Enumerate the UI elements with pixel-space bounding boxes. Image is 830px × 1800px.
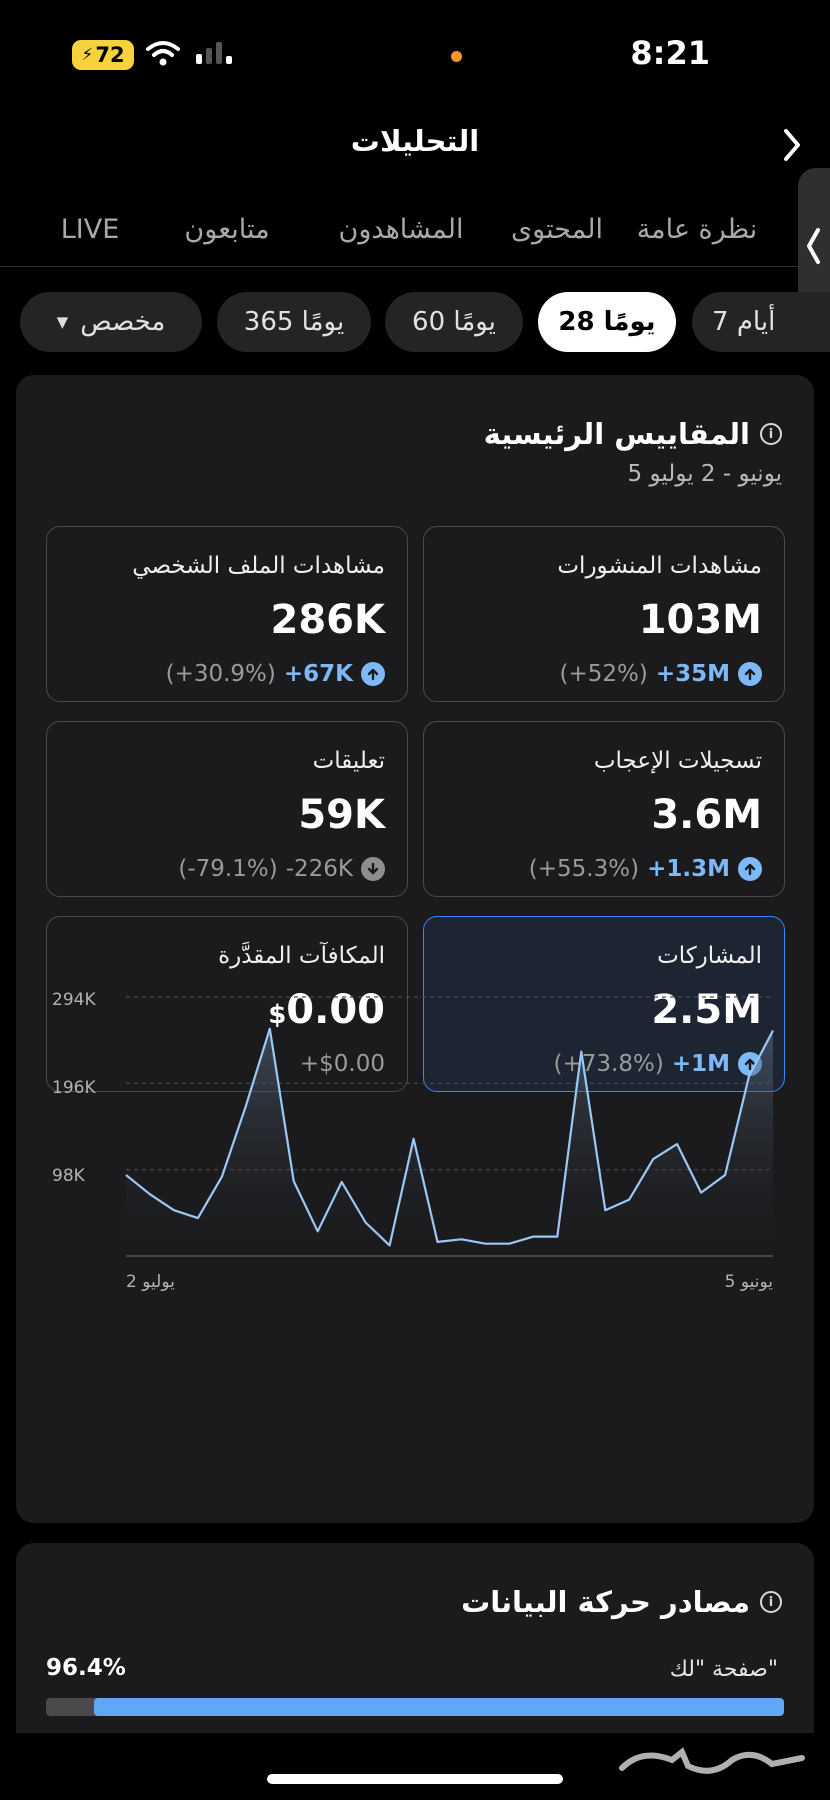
delta-amount: +67K <box>283 661 353 687</box>
metric-value: 103M <box>638 597 762 643</box>
metric-value: 3.6M <box>651 792 762 838</box>
cellular-signal-icon <box>196 42 232 64</box>
chart-area-fill <box>126 1028 773 1256</box>
tab-content[interactable]: المحتوى <box>511 214 603 245</box>
range-chip-7-days[interactable]: 7 أيام <box>692 292 830 352</box>
arrow-down-icon <box>361 857 385 881</box>
traffic-source-label: صفحة "لك" <box>669 1657 778 1682</box>
x-tick-label-end: 5 يونيو <box>725 1272 774 1292</box>
arrow-up-icon <box>738 662 762 686</box>
chevron-left-icon <box>807 228 820 264</box>
traffic-sources-title: مصادر حركة البيانات <box>461 1585 750 1619</box>
range-chip-365-days[interactable]: 365 يومًا <box>217 292 371 352</box>
info-icon[interactable]: i <box>760 1591 782 1613</box>
home-indicator[interactable] <box>267 1774 563 1784</box>
delta-amount: +1.3M <box>647 856 730 882</box>
metric-value: $0.00 <box>67 987 385 1037</box>
metric-delta: (+55.3%) +1.3M <box>444 856 762 882</box>
range-chip-60-days[interactable]: 60 يومًا <box>385 292 523 352</box>
delta-amount: +35M <box>655 661 730 687</box>
metric-card-shares[interactable]: المشاركات 2.5M (+73.8%) +1M <box>423 916 785 1092</box>
status-bar: ⚡ 72 8:21 <box>0 0 830 110</box>
x-tick-label-start: 2 يوليو <box>126 1272 175 1292</box>
metric-card-comments[interactable]: تعليقات 59K (-79.1%) -226K <box>46 721 408 897</box>
haraj-logo <box>619 1747 805 1774</box>
traffic-sources-panel: مصادر حركة البيانات i صفحة "لك" 96.4% <box>16 1543 814 1773</box>
tabs-divider <box>0 266 830 267</box>
traffic-source-bar <box>46 1698 784 1716</box>
metric-value: 2.5M <box>651 987 762 1033</box>
metric-value: 59K <box>298 792 385 838</box>
arrow-up-icon <box>738 857 762 881</box>
metric-value-number: 0.00 <box>286 987 385 1033</box>
tab-followers[interactable]: متابعون <box>184 214 270 245</box>
key-metrics-panel: المقاييس الرئيسية i 5 يونيو - 2 يوليو مش… <box>16 375 814 1523</box>
metric-label: تعليقات <box>312 748 385 774</box>
range-chip-custom-label: مخصص <box>80 307 166 337</box>
arrow-up-icon <box>361 662 385 686</box>
delta-percent: (+55.3%) <box>528 856 640 882</box>
chart-series-line <box>125 1027 774 1247</box>
battery-level: 72 <box>95 43 125 67</box>
metric-delta: (-79.1%) -226K <box>67 856 385 882</box>
tab-bar: نظرة عامة المحتوى المشاهدون متابعون LIVE <box>0 205 790 267</box>
delta-percent: (+52%) <box>559 661 648 687</box>
metric-card-post-views[interactable]: مشاهدات المنشورات 103M (+52%) +35M <box>423 526 785 702</box>
tab-viewers[interactable]: المشاهدون <box>338 214 464 245</box>
dropdown-caret-icon: ▼ <box>56 313 69 331</box>
charging-bolt-icon: ⚡ <box>81 45 94 65</box>
date-range-label: 5 يونيو - 2 يوليو <box>627 461 782 487</box>
traffic-sources-title-row: مصادر حركة البيانات i <box>461 1585 782 1619</box>
wifi-icon <box>146 41 180 66</box>
range-chip-custom[interactable]: ▼ مخصص <box>20 292 202 352</box>
metric-label: المكافآت المقدَّرة <box>218 943 385 969</box>
metric-label: مشاهدات الملف الشخصي <box>132 553 385 579</box>
y-tick-label: 196K <box>52 1078 96 1098</box>
page-title: التحليلات <box>350 124 480 158</box>
traffic-source-bar-fill <box>93 1698 784 1716</box>
metric-label: تسجيلات الإعجاب <box>593 748 762 774</box>
shares-area-chart[interactable]: 294K 196K 98K 2 يوليو 5 يونيو <box>16 375 814 1523</box>
delta-amount: -226K <box>285 856 353 882</box>
metric-card-profile-views[interactable]: مشاهدات الملف الشخصي 286K (+30.9%) +67K <box>46 526 408 702</box>
battery-indicator: ⚡ 72 <box>72 40 134 70</box>
delta-amount: +$0.00 <box>299 1051 385 1077</box>
delta-percent: (+30.9%) <box>165 661 276 687</box>
privacy-indicator-dot <box>451 51 462 62</box>
delta-amount: +1M <box>671 1051 730 1077</box>
info-icon[interactable]: i <box>760 423 782 445</box>
metric-delta: (+30.9%) +67K <box>67 661 385 687</box>
metric-label: مشاهدات المنشورات <box>557 553 762 579</box>
y-tick-label: 98K <box>52 1166 86 1186</box>
metric-value: 286K <box>270 597 386 643</box>
metric-label: المشاركات <box>657 943 762 969</box>
key-metrics-title-row: المقاييس الرئيسية i <box>484 417 782 451</box>
back-chevron-icon[interactable] <box>782 127 802 163</box>
metric-delta: +$0.00 <box>67 1051 385 1077</box>
delta-percent: (-79.1%) <box>178 856 278 882</box>
metric-card-estimated-rewards[interactable]: المكافآت المقدَّرة $0.00 +$0.00 <box>46 916 408 1092</box>
currency-symbol: $ <box>268 1000 287 1030</box>
range-chip-28-days[interactable]: 28 يومًا <box>538 292 676 352</box>
tab-overview[interactable]: نظرة عامة <box>636 214 758 245</box>
y-tick-label: 294K <box>52 990 96 1010</box>
tab-live[interactable]: LIVE <box>60 214 120 245</box>
delta-percent: (+73.8%) <box>553 1051 664 1077</box>
metric-card-likes[interactable]: تسجيلات الإعجاب 3.6M (+55.3%) +1.3M <box>423 721 785 897</box>
metric-delta: (+52%) +35M <box>444 661 762 687</box>
key-metrics-title: المقاييس الرئيسية <box>483 417 750 451</box>
status-time: 8:21 <box>630 34 710 72</box>
traffic-source-percent: 96.4% <box>46 1655 126 1681</box>
